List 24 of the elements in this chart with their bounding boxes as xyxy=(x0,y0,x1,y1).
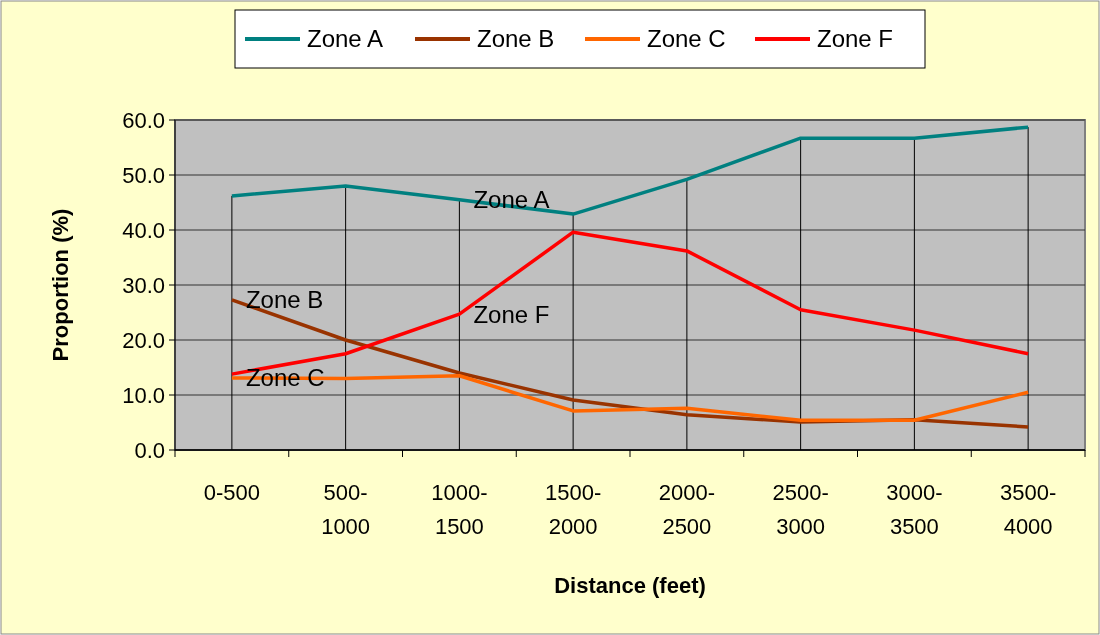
y-tick-label: 20.0 xyxy=(122,327,165,353)
legend-label: Zone A xyxy=(307,25,384,53)
x-tick-label: 1000-1500 xyxy=(431,480,488,539)
y-tick-label: 40.0 xyxy=(122,217,165,243)
x-tick-label: 0-500 xyxy=(203,480,261,505)
y-tick-label: 10.0 xyxy=(122,382,165,408)
annotation: Zone F xyxy=(473,300,550,328)
legend-label: Zone B xyxy=(477,25,555,53)
x-tick-label: 2000-2500 xyxy=(658,480,716,539)
annotation: Zone B xyxy=(245,286,324,314)
y-tick-label: 30.0 xyxy=(122,272,165,298)
x-tick-label: 2500-3000 xyxy=(772,480,829,539)
legend-label: Zone F xyxy=(817,25,894,53)
x-tick-label: 1500-2000 xyxy=(544,480,602,539)
x-tick-label: 3500-4000 xyxy=(999,480,1057,539)
y-tick-label: 50.0 xyxy=(122,162,165,188)
y-axis-title: Proportion (%) xyxy=(48,208,73,362)
legend-label: Zone C xyxy=(647,25,726,53)
x-tick-label: 3000-3500 xyxy=(886,480,943,539)
y-tick-label: 0.0 xyxy=(134,437,165,463)
y-tick-label: 60.0 xyxy=(122,107,165,133)
line-series xyxy=(230,125,1030,216)
x-tick-label: 500-1000 xyxy=(321,480,371,539)
x-axis-title: Distance (feet) xyxy=(554,573,706,598)
